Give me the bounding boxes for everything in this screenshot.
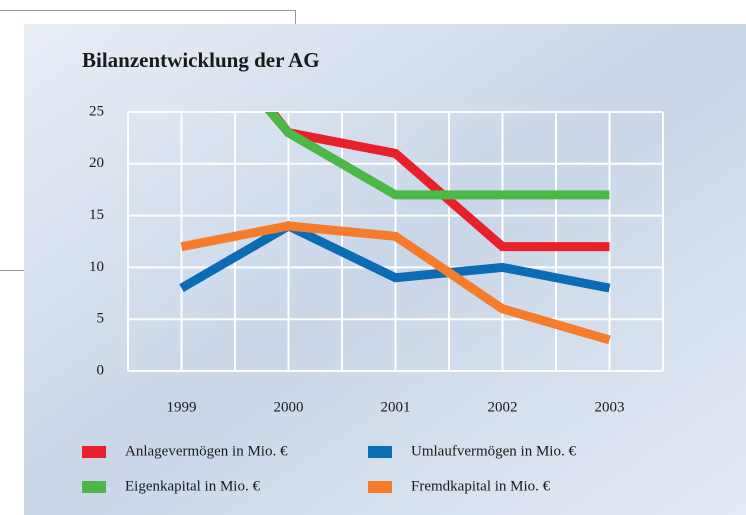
series-line xyxy=(266,112,610,252)
series-line xyxy=(179,220,611,293)
chart-title: Bilanzentwicklung der AG xyxy=(82,48,320,72)
y-tick-label: 25 xyxy=(89,103,104,119)
x-tick-label: 2003 xyxy=(595,399,625,415)
legend-label: Anlagevermögen in Mio. € xyxy=(125,443,288,459)
legend-swatch xyxy=(368,481,392,493)
x-tick-label: 2002 xyxy=(488,399,518,415)
frame-line xyxy=(0,10,296,271)
legend-swatch xyxy=(368,446,392,458)
legend-label: Fremdkapital in Mio. € xyxy=(411,478,551,494)
legend-label: Umlaufvermögen in Mio. € xyxy=(411,443,576,459)
series-line xyxy=(180,221,611,345)
y-tick-label: 10 xyxy=(89,259,104,275)
series-line xyxy=(264,112,610,200)
legend-label: Eigenkapital in Mio. € xyxy=(125,478,260,494)
y-tick-label: 20 xyxy=(89,155,104,171)
x-tick-label: 2001 xyxy=(381,399,411,415)
x-tick-label: 1999 xyxy=(167,399,197,415)
y-tick-label: 15 xyxy=(89,207,104,223)
legend-swatch xyxy=(82,481,106,493)
y-tick-label: 0 xyxy=(97,362,105,378)
legend-swatch xyxy=(82,446,106,458)
x-tick-label: 2000 xyxy=(274,399,304,415)
lines xyxy=(179,112,611,345)
y-tick-label: 5 xyxy=(97,311,105,327)
labels: 0 5 10 15 20 25 1999 2000 2001 2002 2003 Anlageverm… xyxy=(82,103,625,494)
